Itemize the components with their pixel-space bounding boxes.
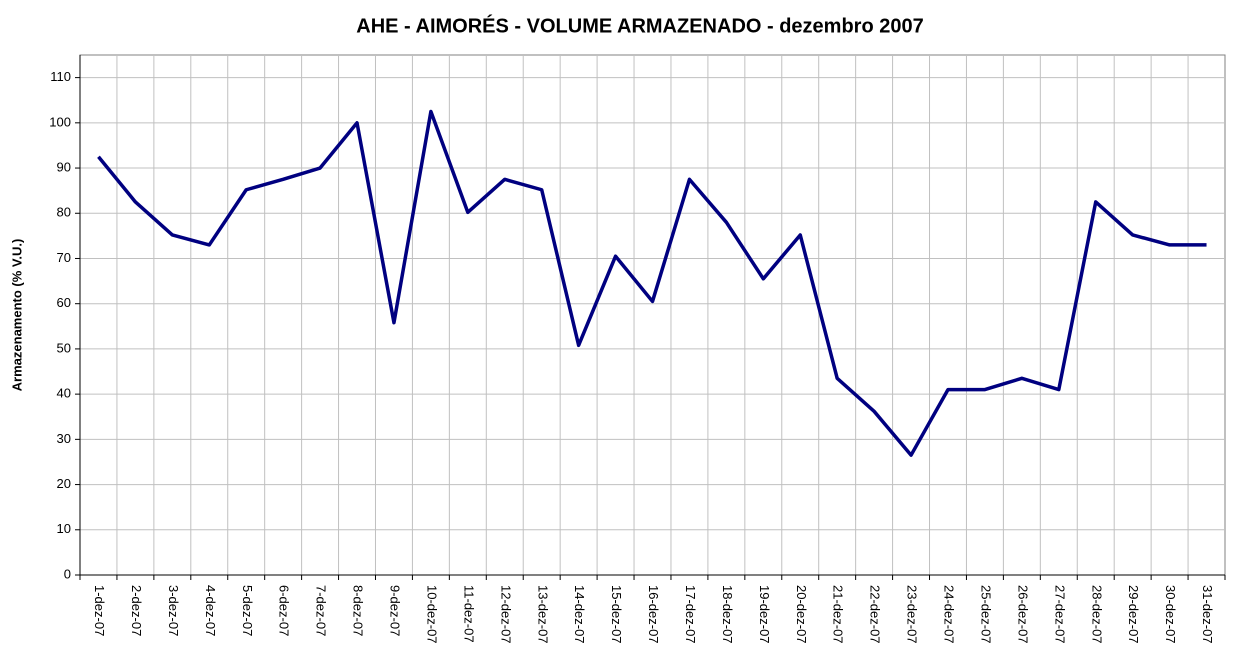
- x-tick-label: 16-dez-07: [646, 585, 661, 644]
- y-tick-label: 110: [50, 69, 71, 84]
- y-tick-label: 100: [49, 114, 71, 129]
- x-tick-label: 2-dez-07: [129, 585, 144, 636]
- x-tick-label: 22-dez-07: [868, 585, 883, 644]
- x-tick-label: 24-dez-07: [942, 585, 957, 644]
- x-tick-label: 12-dez-07: [498, 585, 513, 644]
- x-tick-label: 13-dez-07: [535, 585, 550, 644]
- data-line: [97, 109, 1207, 457]
- x-tick-label: 9-dez-07: [388, 585, 403, 636]
- chart-title: AHE - AIMORÉS - VOLUME ARMAZENADO - deze…: [356, 14, 923, 37]
- y-tick-label: 20: [57, 476, 71, 491]
- x-tick-label: 30-dez-07: [1163, 585, 1178, 644]
- x-tick-label: 7-dez-07: [314, 585, 329, 636]
- x-tick-label: 3-dez-07: [166, 585, 181, 636]
- x-tick-label: 28-dez-07: [1089, 585, 1104, 644]
- y-tick-label: 90: [57, 159, 71, 174]
- x-tick-label: 15-dez-07: [609, 585, 624, 644]
- y-axis-label: Armazenamento (% V.U.): [9, 239, 24, 392]
- x-tick-label: 19-dez-07: [757, 585, 772, 644]
- x-tick-label: 11-dez-07: [461, 585, 476, 643]
- x-tick-label: 29-dez-07: [1126, 585, 1141, 644]
- y-tick-label: 50: [57, 340, 71, 355]
- x-tick-label: 5-dez-07: [240, 585, 255, 636]
- x-tick-label: 20-dez-07: [794, 585, 809, 644]
- y-tick-label: 30: [57, 431, 71, 446]
- y-tick-label: 80: [57, 205, 71, 220]
- x-tick-label: 17-dez-07: [683, 585, 698, 644]
- y-tick-label: 70: [57, 250, 71, 265]
- x-tick-label: 27-dez-07: [1052, 585, 1067, 644]
- x-tick-label: 4-dez-07: [203, 585, 218, 636]
- x-tick-label: 21-dez-07: [831, 585, 846, 644]
- x-tick-label: 1-dez-07: [92, 585, 107, 636]
- y-tick-label: 10: [57, 521, 71, 536]
- y-tick-label: 60: [57, 295, 71, 310]
- x-tick-label: 26-dez-07: [1015, 585, 1030, 644]
- x-tick-label: 18-dez-07: [720, 585, 735, 644]
- x-tick-label: 14-dez-07: [572, 585, 587, 644]
- plot-area: [79, 54, 1226, 576]
- y-tick-label: 40: [57, 386, 71, 401]
- x-tick-label: 10-dez-07: [424, 585, 439, 644]
- y-tick-label: 0: [64, 566, 71, 581]
- x-tick-label: 31-dez-07: [1200, 585, 1215, 644]
- x-tick-label: 6-dez-07: [277, 585, 292, 636]
- x-tick-label: 8-dez-07: [351, 585, 366, 636]
- x-tick-label: 23-dez-07: [905, 585, 920, 644]
- x-tick-label: 25-dez-07: [978, 585, 993, 644]
